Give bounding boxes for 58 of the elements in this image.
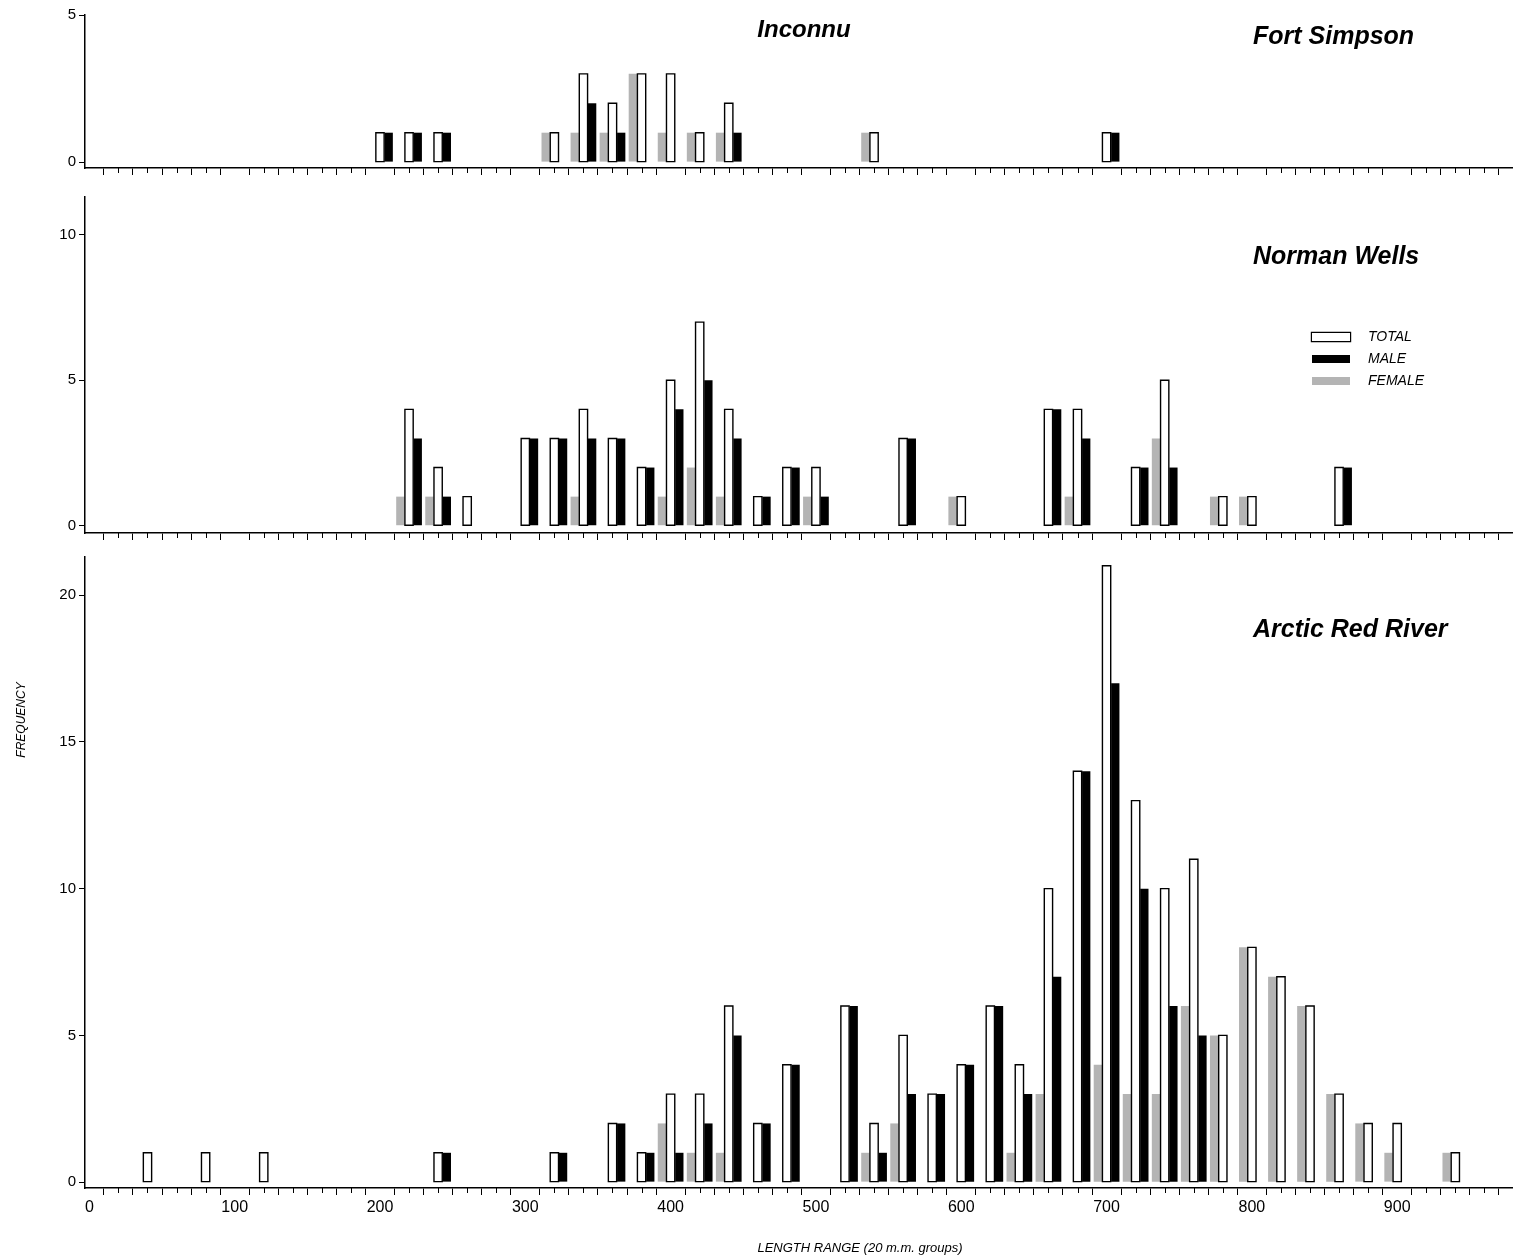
bar bbox=[1006, 1152, 1015, 1182]
bar bbox=[1239, 947, 1248, 1182]
chart-title: Inconnu bbox=[757, 14, 851, 42]
bar bbox=[1093, 1064, 1102, 1182]
legend-label: MALE bbox=[1368, 349, 1407, 366]
y-tick-label: 5 bbox=[67, 370, 76, 388]
bar bbox=[628, 73, 637, 162]
y-axis-title: FREQUENCY bbox=[14, 681, 29, 758]
x-tick-label: 100 bbox=[221, 1198, 249, 1216]
text: Norman Wells bbox=[1253, 240, 1420, 269]
y-tick-label: 10 bbox=[59, 878, 76, 896]
y-tick-label: 0 bbox=[67, 515, 76, 533]
text: Arctic Red River bbox=[1252, 613, 1449, 642]
x-axis-title: LENGTH RANGE (20 m.m. groups) bbox=[757, 1239, 963, 1255]
bar bbox=[1209, 1035, 1219, 1182]
bar bbox=[541, 132, 550, 162]
bar bbox=[1064, 496, 1073, 526]
bar bbox=[686, 1152, 696, 1182]
x-tick-label: 200 bbox=[366, 1198, 394, 1216]
x-tick-label: 300 bbox=[511, 1198, 539, 1216]
bar bbox=[1180, 1006, 1190, 1182]
y-tick-label: 20 bbox=[59, 585, 76, 603]
bar bbox=[686, 132, 696, 162]
bar bbox=[715, 132, 725, 162]
bar bbox=[570, 496, 579, 526]
bar bbox=[657, 496, 667, 526]
bar bbox=[1297, 1006, 1306, 1182]
x-tick-label: 800 bbox=[1238, 1198, 1266, 1216]
y-tick-label: 0 bbox=[67, 1172, 76, 1190]
bar bbox=[599, 132, 608, 162]
bar bbox=[570, 132, 579, 162]
bar bbox=[715, 496, 725, 526]
x-tick-label: 0 bbox=[84, 1198, 94, 1216]
bar bbox=[1268, 976, 1277, 1182]
y-tick-label: 15 bbox=[59, 732, 76, 750]
bar bbox=[686, 467, 696, 526]
chart-subtitle: Fort Simpson bbox=[1253, 20, 1415, 49]
y-tick-label: 0 bbox=[67, 152, 76, 170]
legend-label: TOTAL bbox=[1368, 327, 1412, 344]
x-tick-label: 700 bbox=[1093, 1198, 1121, 1216]
y-tick-label: 10 bbox=[59, 224, 76, 242]
bar bbox=[1151, 438, 1161, 526]
bar bbox=[1239, 496, 1248, 526]
x-tick-label: 500 bbox=[802, 1198, 830, 1216]
bar bbox=[1122, 1094, 1132, 1182]
bar bbox=[715, 1152, 725, 1182]
bar bbox=[803, 496, 812, 526]
legend-label: FEMALE bbox=[1368, 371, 1425, 388]
bar bbox=[1035, 1094, 1044, 1182]
y-tick-label: 5 bbox=[67, 1025, 76, 1043]
bar bbox=[657, 132, 667, 162]
x-tick-label: 600 bbox=[947, 1198, 975, 1216]
y-tick-label: 5 bbox=[67, 5, 76, 23]
x-tick-label: 400 bbox=[657, 1198, 685, 1216]
bar bbox=[657, 1123, 667, 1182]
bar bbox=[1209, 496, 1219, 526]
bar bbox=[1151, 1094, 1161, 1182]
x-tick-label: 900 bbox=[1383, 1198, 1411, 1216]
